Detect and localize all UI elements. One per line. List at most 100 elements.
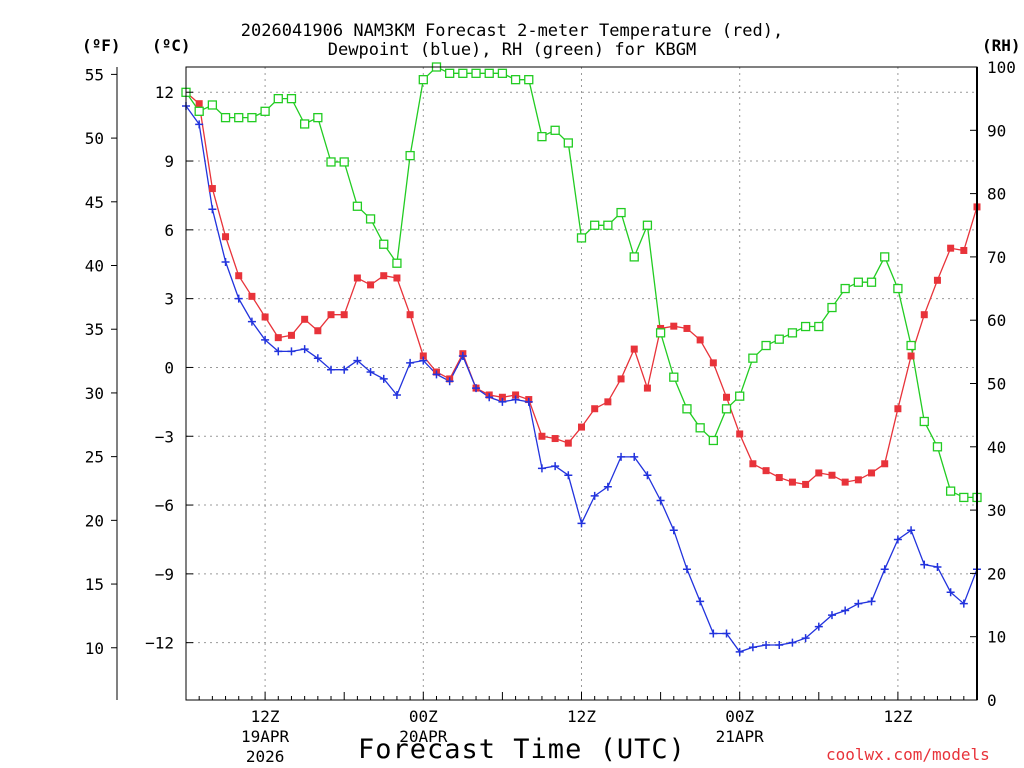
rh-point (695, 423, 705, 433)
dewpoint-point (656, 496, 665, 505)
f-tick-label: 35 (85, 320, 104, 339)
dewpoint-point (353, 356, 362, 365)
rh-point (655, 328, 666, 338)
c-tick-label: −9 (155, 565, 174, 584)
temperature-point (287, 331, 295, 339)
rh-point (932, 442, 943, 452)
dewpoint-point (827, 611, 836, 620)
dewpoint-point (340, 365, 349, 374)
rh-point (787, 328, 798, 338)
c-tick-label: −6 (155, 496, 174, 515)
rh-point (234, 112, 244, 123)
temperature-point (630, 345, 638, 353)
rh-point (365, 214, 376, 224)
dewpoint-point (893, 535, 902, 544)
rh-point (708, 435, 718, 446)
rh-point (220, 112, 231, 123)
rh-tick-label: 70 (987, 248, 1006, 267)
rh-tick-label: 90 (987, 121, 1006, 140)
temperature-point (498, 393, 506, 401)
axes-frame (111, 66, 978, 701)
rh-tick-label: 0 (987, 691, 997, 710)
dewpoint-point (907, 526, 916, 535)
f-tick-label: 50 (85, 129, 104, 148)
temperature-point (591, 405, 599, 413)
rh-point (339, 157, 349, 167)
dewpoint-point (208, 205, 217, 214)
temperature-point (670, 322, 678, 330)
dewpoint-point (577, 519, 586, 528)
rh-point (286, 94, 297, 104)
temperature-point (788, 478, 796, 486)
rh-point (313, 112, 323, 123)
temperature-point (683, 324, 691, 332)
rh-point (445, 68, 455, 78)
dewpoint-point (841, 606, 850, 615)
temperature-point (406, 311, 414, 319)
rh-tick-label: 20 (987, 564, 1006, 583)
temperature-point (538, 432, 546, 440)
rh-point (945, 486, 956, 496)
dewpoint-point (379, 374, 388, 383)
rh-point (484, 68, 494, 78)
rh-tick-label: 60 (987, 311, 1006, 330)
dewpoint-point (946, 588, 955, 597)
dewpoint-point (419, 356, 428, 365)
temperature-point (709, 359, 717, 367)
x-tick-label: 12Z (883, 707, 912, 726)
rh-point (326, 157, 336, 167)
temperature-point (340, 311, 348, 319)
credit-link[interactable]: coolwx.com/models (826, 745, 990, 764)
temperature-point (617, 375, 625, 383)
dewpoint-point (511, 395, 520, 404)
rh-tick-label: 10 (987, 628, 1006, 647)
c-tick-label: 0 (164, 358, 174, 377)
f-tick-label: 20 (85, 511, 104, 530)
rh-point (247, 112, 257, 123)
dewpoint-point (617, 452, 626, 461)
rh-point (735, 391, 745, 401)
temperature-point (261, 313, 269, 321)
rh-point (194, 106, 204, 116)
dewpoint-point (722, 629, 731, 638)
dewpoint-point (524, 397, 533, 406)
dewpoint-point (920, 560, 929, 569)
dewpoint-point (247, 317, 256, 326)
temperature-point (208, 185, 216, 193)
dewpoint-point (327, 365, 336, 374)
dewpoint-point (261, 335, 270, 344)
dewpoint-point (445, 377, 454, 386)
rh-point (629, 252, 639, 262)
rh-point (379, 239, 389, 249)
rh-point (299, 119, 310, 129)
x-tick-label: 00Z (725, 707, 754, 726)
dewpoint-point (788, 638, 797, 647)
rh-tick-label: 30 (987, 501, 1006, 520)
temperature-point (854, 476, 862, 484)
temperature-point (248, 292, 256, 300)
rh-point (906, 340, 916, 351)
dewpoint-point (432, 370, 441, 379)
f-tick-label: 30 (85, 384, 104, 403)
temperature-point (564, 439, 572, 447)
dewpoint-point (392, 390, 401, 399)
rh-point (260, 106, 270, 116)
f-tick-label: 45 (85, 193, 104, 212)
temperature-point (736, 430, 744, 438)
rh-point (761, 340, 771, 351)
rh-point (959, 492, 969, 503)
rh-point (603, 220, 613, 230)
rh-tick-label: 40 (987, 438, 1006, 457)
temperature-point (828, 471, 836, 479)
dewpoint-point (762, 640, 771, 649)
temperature-point (933, 276, 941, 284)
dewpoint-point (498, 397, 507, 406)
dewpoint-point (274, 347, 283, 356)
rh-point (392, 258, 402, 268)
temperature-point (841, 478, 849, 486)
rh-unit-label: (RH) (982, 36, 1021, 55)
x-tick-label: 12Z (251, 707, 280, 726)
rh-point (919, 416, 929, 427)
x-axis-title: Forecast Time (UTC) (358, 734, 686, 765)
